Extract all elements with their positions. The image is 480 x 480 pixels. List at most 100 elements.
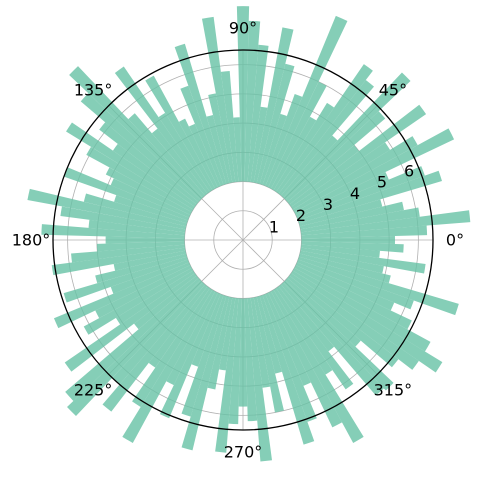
bar-96 xyxy=(256,296,283,374)
bar-70 xyxy=(95,265,192,319)
bar-89 xyxy=(215,297,239,453)
bar-86 xyxy=(181,296,230,451)
bar-109 xyxy=(289,273,419,370)
bar-37 xyxy=(174,43,227,185)
bar-98 xyxy=(262,294,317,422)
bar-49 xyxy=(112,143,197,207)
bar-62 xyxy=(96,241,185,252)
bar-73 xyxy=(64,273,197,372)
bar-3 xyxy=(300,210,471,236)
bar-66 xyxy=(95,253,187,284)
bar-77 xyxy=(112,282,206,385)
bar-87 xyxy=(207,296,233,390)
radius-tick-label-1: 1 xyxy=(269,217,279,236)
bar-20 xyxy=(273,102,335,192)
bar-101 xyxy=(270,289,364,443)
bar-91 xyxy=(238,298,248,407)
radius-tick-label-2: 2 xyxy=(296,206,306,225)
bar-118 xyxy=(300,247,426,274)
radius-tick-label-4: 4 xyxy=(350,184,360,203)
bar-71 xyxy=(83,267,194,335)
bar-67 xyxy=(63,256,188,303)
bar-51 xyxy=(86,146,194,213)
bar-60 xyxy=(41,224,185,239)
bar-99 xyxy=(265,292,311,386)
bar-116 xyxy=(299,253,391,284)
bar-43 xyxy=(114,66,210,194)
bar-93 xyxy=(247,297,272,462)
angle-tick-label-1: 0° xyxy=(446,231,464,250)
bar-47 xyxy=(80,93,201,203)
bar-5 xyxy=(299,201,404,230)
bar-83 xyxy=(159,292,221,419)
bar-42 xyxy=(158,112,213,192)
bar-15 xyxy=(285,111,386,203)
bar-117 xyxy=(299,250,384,274)
bar-33 xyxy=(220,70,239,183)
bar-22 xyxy=(268,81,327,189)
bar-68 xyxy=(110,259,189,294)
bar-21 xyxy=(270,116,317,191)
bar-61 xyxy=(105,236,185,244)
bar-2 xyxy=(301,225,428,239)
polar-frame xyxy=(52,49,434,431)
bar-78 xyxy=(102,284,208,412)
bar-12 xyxy=(291,142,391,210)
bar-4 xyxy=(300,207,420,233)
bar-59 xyxy=(88,219,186,236)
radius-tick-label-3: 3 xyxy=(323,195,333,214)
bar-23 xyxy=(265,15,348,188)
bar-88 xyxy=(219,297,236,371)
bar-112 xyxy=(294,265,412,330)
bar-30 xyxy=(244,20,261,182)
bar-113 xyxy=(295,262,395,311)
bar-29 xyxy=(247,44,269,183)
bar-28 xyxy=(250,106,268,183)
bar-95 xyxy=(253,296,284,413)
bar-14 xyxy=(287,145,359,205)
bar-16 xyxy=(283,72,411,200)
bar-40 xyxy=(178,118,218,189)
bar-44 xyxy=(151,128,208,196)
bar-6 xyxy=(299,199,383,227)
bar-80 xyxy=(132,288,213,407)
bar-90 xyxy=(228,298,242,425)
bar-52 xyxy=(105,167,192,215)
bar-53 xyxy=(110,178,191,218)
bar-24 xyxy=(262,93,303,186)
bar-50 xyxy=(66,122,195,210)
bar-110 xyxy=(291,270,443,373)
angle-tick-label-6: 225° xyxy=(74,380,113,399)
bar-36 xyxy=(206,114,230,184)
bar-32 xyxy=(233,117,242,182)
bar-48 xyxy=(99,122,199,205)
bar-13 xyxy=(289,104,427,207)
bar-72 xyxy=(115,270,195,325)
bar-74 xyxy=(134,275,199,330)
bar-100 xyxy=(268,291,343,428)
bar-8 xyxy=(297,166,425,221)
bar-10 xyxy=(294,128,455,215)
angle-tick-label-3: 90° xyxy=(229,19,257,38)
bar-55 xyxy=(114,195,188,224)
angle-tick-label-7: 270° xyxy=(224,443,263,462)
bar-18 xyxy=(278,79,374,196)
bar-102 xyxy=(273,288,333,375)
angle-tick-label-2: 45° xyxy=(379,81,407,100)
bar-114 xyxy=(297,259,414,310)
bar-107 xyxy=(285,277,361,347)
bar-97 xyxy=(259,295,315,445)
bar-26 xyxy=(256,63,295,184)
bar-1 xyxy=(301,236,395,244)
bar-38 xyxy=(180,85,224,186)
bar-11 xyxy=(292,136,418,213)
radius-tick-label-6: 6 xyxy=(404,161,414,180)
bar-79 xyxy=(148,286,210,368)
bar-19 xyxy=(276,64,373,194)
bar-63 xyxy=(71,244,186,263)
angle-tick-label-5: 180° xyxy=(12,231,51,250)
bar-85 xyxy=(181,295,227,417)
bar-35 xyxy=(208,93,233,184)
bar-58 xyxy=(60,206,186,233)
